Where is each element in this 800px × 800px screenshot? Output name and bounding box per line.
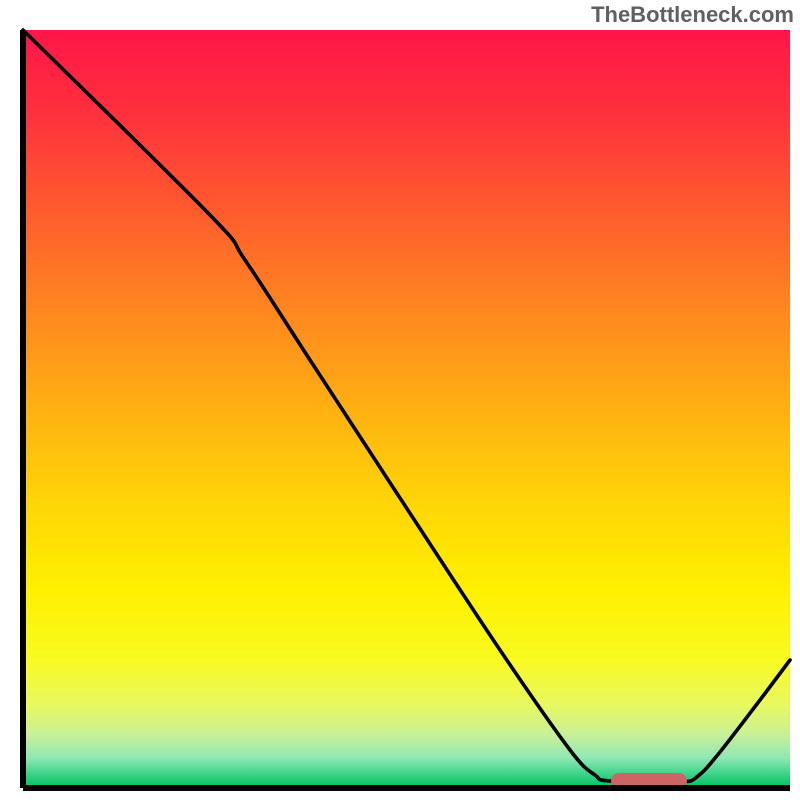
figure-container: TheBottleneck.com (0, 0, 800, 800)
watermark-text: TheBottleneck.com (591, 2, 794, 28)
bottleneck-chart (0, 0, 800, 800)
